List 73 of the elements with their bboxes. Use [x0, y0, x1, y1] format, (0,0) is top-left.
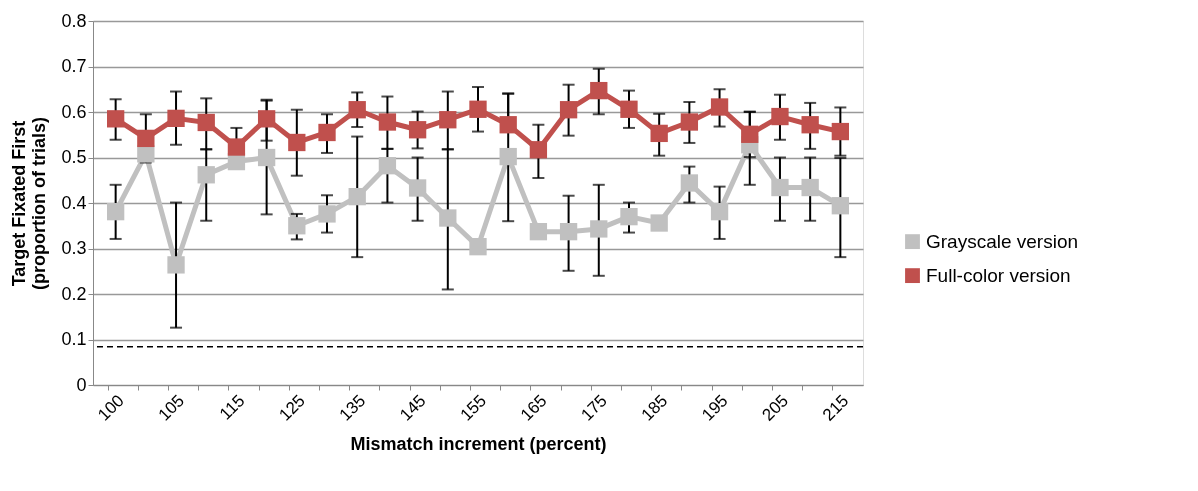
point	[197, 113, 215, 132]
point	[439, 209, 457, 227]
point	[680, 174, 699, 192]
point	[801, 116, 819, 134]
x-tick-label: 205	[758, 391, 792, 425]
x-tick-label: 155	[456, 391, 491, 425]
x-tick-label: 100	[94, 391, 128, 425]
x-tick-label: 125	[275, 391, 309, 425]
point	[227, 138, 246, 156]
point	[167, 109, 185, 128]
point	[710, 202, 729, 221]
point	[137, 129, 155, 148]
x-tick-label: 185	[637, 391, 672, 425]
point	[771, 107, 789, 126]
point	[680, 113, 699, 131]
y-tick-label: 0.5	[61, 147, 87, 167]
point	[439, 111, 457, 129]
legend-label: Full-color version	[926, 264, 1071, 286]
point	[529, 141, 548, 159]
point	[620, 100, 638, 118]
point	[197, 166, 215, 184]
point	[288, 133, 306, 152]
x-tick-label: 105	[154, 391, 189, 425]
x-tick-label: 115	[215, 391, 249, 424]
x-axis-title: Mismatch increment (percent)	[350, 433, 607, 454]
x-tick-label: 175	[577, 391, 611, 425]
point	[650, 124, 668, 143]
point	[831, 197, 850, 215]
point	[167, 256, 185, 274]
point	[499, 147, 517, 166]
point	[408, 179, 427, 197]
point	[590, 220, 608, 238]
point	[408, 121, 427, 139]
point	[469, 238, 487, 256]
point	[801, 178, 819, 197]
x-tick-label: 135	[335, 391, 370, 425]
y-tick-label: 0.4	[61, 192, 87, 213]
point	[771, 178, 789, 197]
point	[348, 187, 366, 206]
x-tick-label: 195	[698, 391, 732, 425]
y-tick-label: 0.1	[61, 329, 87, 349]
point	[257, 110, 276, 128]
point	[499, 116, 517, 134]
point	[106, 110, 125, 128]
point	[620, 207, 638, 226]
y-axis-title: Target Fixated First (proportion of trials)	[9, 117, 50, 290]
point	[318, 123, 336, 142]
point	[650, 214, 668, 232]
point	[378, 157, 397, 175]
point	[288, 217, 306, 235]
point	[529, 223, 548, 241]
point	[257, 148, 276, 167]
point	[590, 81, 608, 100]
point	[559, 101, 578, 119]
point	[559, 223, 578, 241]
point	[106, 202, 125, 221]
y-tick-label: 0.2	[61, 283, 87, 304]
x-tick-label: 165	[516, 391, 551, 425]
x-tick-label: 145	[396, 391, 430, 425]
legend-label: Grayscale version	[926, 230, 1079, 252]
y-tick-label: 0.8	[61, 10, 87, 31]
point	[831, 122, 850, 141]
x-tick-label: 215	[818, 391, 853, 425]
point	[741, 125, 759, 143]
y-tick-label: 0.6	[61, 101, 87, 122]
y-tick-label: 0.7	[61, 56, 87, 76]
point	[378, 113, 397, 131]
point	[318, 205, 336, 223]
point	[469, 100, 487, 118]
y-tick-label: 0.3	[61, 238, 87, 258]
point	[348, 101, 366, 119]
point	[710, 98, 729, 116]
y-tick-label: 0	[76, 374, 87, 395]
